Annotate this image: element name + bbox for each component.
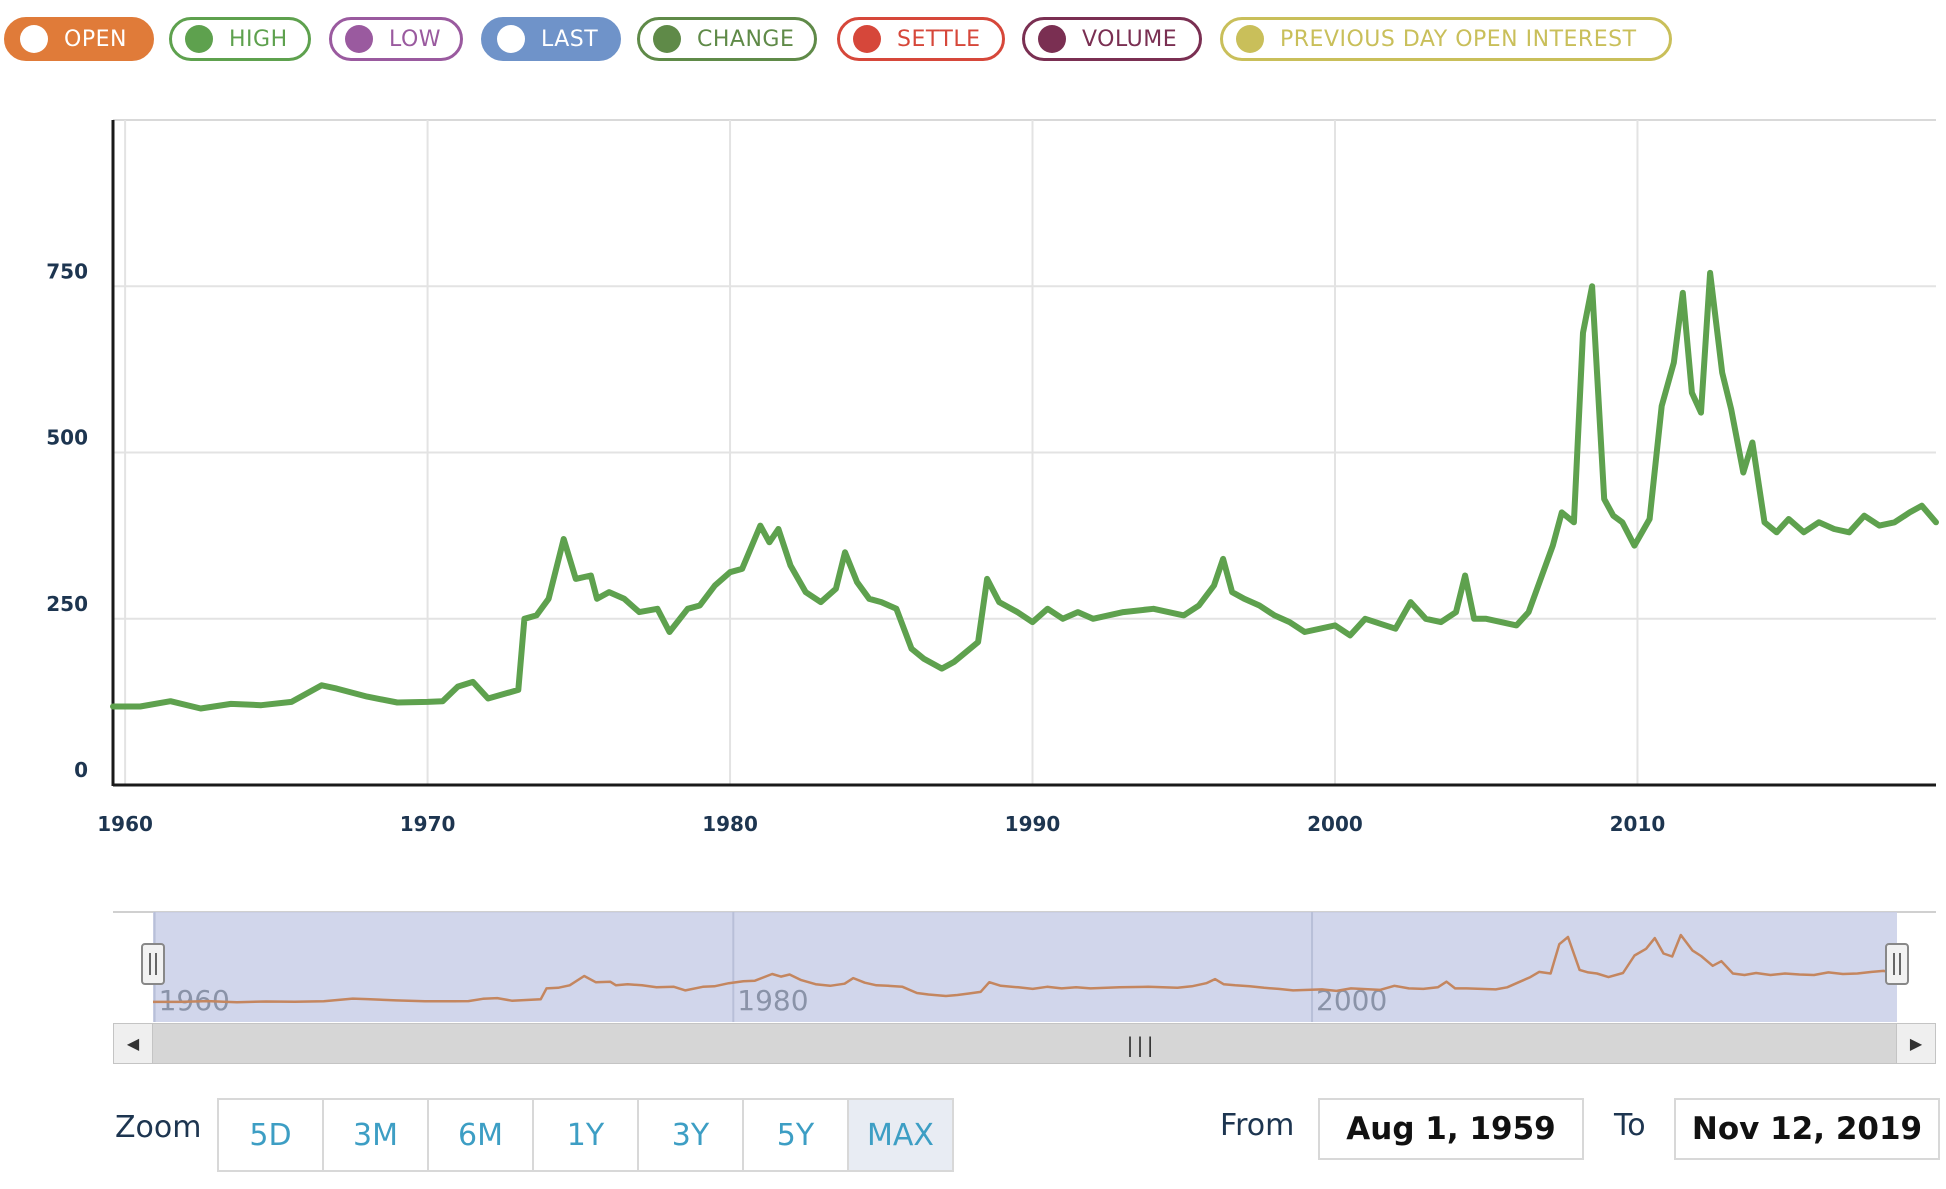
zoom-label: Zoom	[115, 1110, 202, 1145]
series-line-0	[110, 269, 1939, 712]
legend-dot-icon	[185, 25, 213, 53]
y-tick-label: 750	[46, 259, 88, 283]
price-chart: 1960 1970 1980 1990 2000 2010 0 250 500 750 1960…	[46, 119, 1939, 1022]
legend-label: PREVIOUS DAY OPEN INTEREST	[1280, 26, 1637, 52]
x-tick-label: 1960	[97, 812, 153, 836]
zoom-buttons: 5D 3M 6M 1Y 3Y 5Y MAX	[217, 1098, 954, 1172]
y-tick-label: 500	[46, 426, 88, 450]
y-tick-label: 250	[46, 592, 88, 616]
zoom-button-1y[interactable]: 1Y	[532, 1098, 639, 1172]
zoom-button-5d[interactable]: 5D	[217, 1098, 324, 1172]
navigator-series-line-0	[153, 933, 1898, 1004]
legend-item-previous-day-open-interest[interactable]: PREVIOUS DAY OPEN INTEREST	[1220, 17, 1672, 61]
chart-axes	[111, 120, 1936, 787]
x-axis-tick-labels: 1960 1970 1980 1990 2000 2010	[97, 812, 1665, 836]
scrollbar-grip-icon[interactable]: |||	[1124, 1033, 1156, 1057]
navigator-scrollbar[interactable]: ◀ ||| ▶	[113, 1023, 1936, 1064]
navigator-right-handle-icon[interactable]	[1885, 943, 1909, 985]
legend-item-low[interactable]: LOW	[329, 17, 463, 61]
zoom-button-3y[interactable]: 3Y	[637, 1098, 744, 1172]
legend-label: HIGH	[229, 26, 288, 52]
legend-dot-icon	[345, 25, 373, 53]
x-tick-label: 2000	[1307, 812, 1363, 836]
series-lines	[110, 269, 1939, 712]
chart-grid	[113, 119, 1936, 785]
scroll-right-arrow-icon[interactable]: ▶	[1896, 1024, 1935, 1063]
legend-dot-icon	[853, 25, 881, 53]
zoom-button-3m[interactable]: 3M	[322, 1098, 429, 1172]
legend-item-settle[interactable]: SETTLE	[837, 17, 1005, 61]
legend-dot-icon	[20, 25, 48, 53]
legend-label: VOLUME	[1082, 26, 1178, 52]
range-navigator[interactable]: 1960 1980 2000	[113, 911, 1936, 1022]
legend-item-open[interactable]: OPEN	[4, 17, 154, 61]
legend-label: LOW	[389, 26, 442, 52]
legend-dot-icon	[1236, 25, 1264, 53]
zoom-button-5y[interactable]: 5Y	[742, 1098, 849, 1172]
legend-dot-icon	[653, 25, 681, 53]
legend-label: SETTLE	[897, 26, 981, 52]
legend-label: LAST	[541, 26, 599, 52]
x-tick-label: 1980	[702, 812, 758, 836]
legend-item-volume[interactable]: VOLUME	[1022, 17, 1202, 61]
legend-dot-icon	[497, 25, 525, 53]
legend-item-change[interactable]: CHANGE	[637, 17, 817, 61]
from-label: From	[1220, 1108, 1295, 1143]
x-tick-label: 1970	[400, 812, 456, 836]
x-tick-label: 1990	[1005, 812, 1061, 836]
to-date-input[interactable]: Nov 12, 2019	[1674, 1098, 1940, 1160]
legend-label: OPEN	[64, 26, 127, 52]
navigator-tick-label: 1980	[737, 984, 808, 1017]
to-label: To	[1614, 1108, 1646, 1143]
y-axis-tick-labels: 0 250 500 750	[46, 259, 88, 782]
navigator-left-handle-icon[interactable]	[141, 943, 165, 985]
zoom-button-max[interactable]: MAX	[847, 1098, 954, 1172]
scroll-left-arrow-icon[interactable]: ◀	[114, 1024, 153, 1063]
x-tick-label: 2010	[1610, 812, 1666, 836]
legend-item-high[interactable]: HIGH	[169, 17, 311, 61]
legend-label: CHANGE	[697, 26, 795, 52]
y-tick-label: 0	[74, 758, 88, 782]
legend-dot-icon	[1038, 25, 1066, 53]
navigator-selection[interactable]	[153, 912, 1897, 1022]
zoom-button-6m[interactable]: 6M	[427, 1098, 534, 1172]
from-date-input[interactable]: Aug 1, 1959	[1318, 1098, 1584, 1160]
legend-item-last[interactable]: LAST	[481, 17, 621, 61]
